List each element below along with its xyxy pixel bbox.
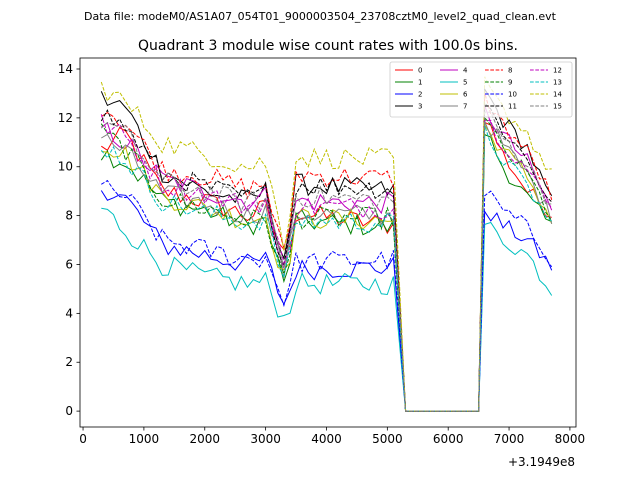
legend-label-6: 6 <box>463 91 468 99</box>
plot-lines <box>100 76 553 412</box>
y-tick-label: 14 <box>58 62 73 76</box>
legend-label-11: 11 <box>508 103 517 111</box>
x-tick-label: 5000 <box>372 432 403 446</box>
plot-frame <box>79 57 577 428</box>
series-line-10 <box>101 179 553 412</box>
legend-label-2: 2 <box>418 91 422 99</box>
axes: 0 1000 2000 3000 4000 5000 6000 7000 80000246810… <box>58 57 586 446</box>
series-line-15 <box>100 111 552 412</box>
figure-suptitle: Data file: modeM0/AS1A07_054T01_90000035… <box>84 10 557 23</box>
x-tick-label: 8000 <box>555 432 586 446</box>
series-line-5 <box>101 207 553 412</box>
x-tick-label: 1000 <box>129 432 160 446</box>
legend-label-7: 7 <box>463 103 467 111</box>
y-tick-label: 10 <box>58 160 73 174</box>
x-tick-label: 3000 <box>250 432 281 446</box>
y-tick-label: 2 <box>65 355 73 369</box>
x-offset-label: +3.1949e8 <box>508 455 575 469</box>
legend-label-12: 12 <box>553 67 562 75</box>
legend-label-4: 4 <box>463 67 468 75</box>
series-line-13 <box>100 125 553 412</box>
y-tick-label: 4 <box>65 306 73 320</box>
legend-label-1: 1 <box>418 79 422 87</box>
legend-label-15: 15 <box>553 103 562 111</box>
legend-label-3: 3 <box>418 103 422 111</box>
x-tick-label: 4000 <box>311 432 342 446</box>
y-tick-label: 6 <box>65 257 73 271</box>
legend-label-9: 9 <box>508 79 512 87</box>
chart-title: Quadrant 3 module wise count rates with … <box>138 38 518 54</box>
y-tick-label: 8 <box>65 209 73 223</box>
x-tick-label: 2000 <box>189 432 220 446</box>
series-line-14 <box>100 76 552 412</box>
legend-label-14: 14 <box>553 91 562 99</box>
x-tick-label: 0 <box>79 432 87 446</box>
y-tick-label: 0 <box>65 404 73 418</box>
legend-label-13: 13 <box>553 79 562 87</box>
y-tick-label: 12 <box>58 111 73 125</box>
x-tick-label: 7000 <box>494 432 525 446</box>
legend-label-10: 10 <box>508 91 517 99</box>
legend-label-0: 0 <box>418 67 422 75</box>
x-tick-label: 6000 <box>433 432 464 446</box>
legend-label-8: 8 <box>508 67 512 75</box>
legend-label-5: 5 <box>463 79 467 87</box>
legend-box <box>389 61 573 118</box>
